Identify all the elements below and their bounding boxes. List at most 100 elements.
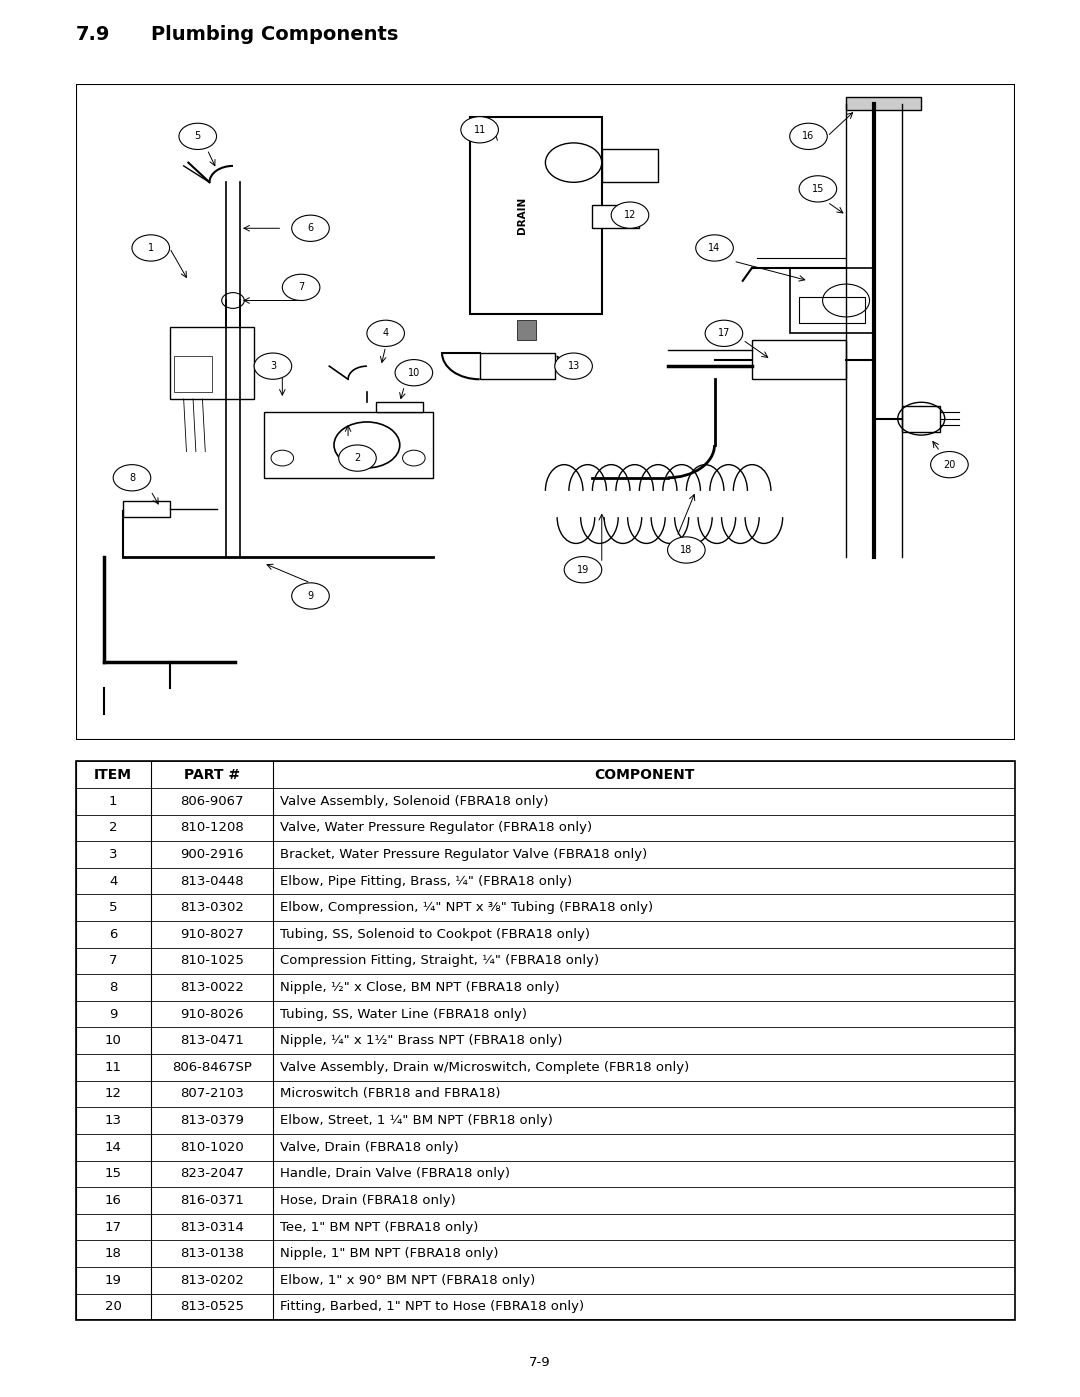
Text: 7: 7: [109, 954, 118, 968]
Text: Hose, Drain (FBRA18 only): Hose, Drain (FBRA18 only): [281, 1194, 456, 1207]
Text: 813-0448: 813-0448: [180, 875, 244, 887]
Text: 4: 4: [382, 328, 389, 338]
Circle shape: [282, 274, 320, 300]
Text: 15: 15: [105, 1168, 122, 1180]
Text: 813-0525: 813-0525: [180, 1301, 244, 1313]
Text: Nipple, ¼" x 1½" Brass NPT (FBRA18 only): Nipple, ¼" x 1½" Brass NPT (FBRA18 only): [281, 1034, 563, 1048]
Bar: [517, 320, 536, 339]
Text: 18: 18: [680, 545, 692, 555]
Text: Elbow, Compression, ¼" NPT x ⅜" Tubing (FBRA18 only): Elbow, Compression, ¼" NPT x ⅜" Tubing (…: [281, 901, 653, 914]
Text: Elbow, Street, 1 ¼" BM NPT (FBR18 only): Elbow, Street, 1 ¼" BM NPT (FBR18 only): [281, 1113, 553, 1127]
Text: 807-2103: 807-2103: [180, 1087, 244, 1101]
Text: ITEM: ITEM: [94, 768, 132, 782]
Text: Nipple, 1" BM NPT (FBRA18 only): Nipple, 1" BM NPT (FBRA18 only): [281, 1248, 499, 1260]
Text: 2: 2: [354, 453, 361, 462]
Text: Tubing, SS, Water Line (FBRA18 only): Tubing, SS, Water Line (FBRA18 only): [281, 1007, 527, 1021]
Text: 1: 1: [109, 795, 118, 807]
Bar: [470, 117, 602, 314]
Text: 813-0202: 813-0202: [180, 1274, 244, 1287]
Text: 806-8467SP: 806-8467SP: [172, 1060, 252, 1074]
Text: Valve, Water Pressure Regulator (FBRA18 only): Valve, Water Pressure Regulator (FBRA18 …: [281, 821, 593, 834]
Text: COMPONENT: COMPONENT: [594, 768, 694, 782]
Text: 10: 10: [105, 1034, 122, 1048]
Text: 910-8027: 910-8027: [180, 928, 244, 940]
Text: 810-1020: 810-1020: [180, 1141, 244, 1154]
Text: 810-1208: 810-1208: [180, 821, 244, 834]
Text: 810-1025: 810-1025: [180, 954, 244, 968]
Text: 11: 11: [473, 124, 486, 134]
Text: 3: 3: [270, 362, 276, 372]
Circle shape: [799, 176, 837, 203]
Text: 8: 8: [129, 472, 135, 483]
Text: 18: 18: [105, 1248, 122, 1260]
Circle shape: [367, 320, 404, 346]
Text: Tee, 1" BM NPT (FBRA18 only): Tee, 1" BM NPT (FBRA18 only): [281, 1221, 478, 1234]
Text: 14: 14: [105, 1141, 122, 1154]
Text: 12: 12: [105, 1087, 122, 1101]
Circle shape: [667, 536, 705, 563]
Text: Fitting, Barbed, 1" NPT to Hose (FBRA18 only): Fitting, Barbed, 1" NPT to Hose (FBRA18 …: [281, 1301, 584, 1313]
Circle shape: [789, 123, 827, 149]
Bar: [752, 339, 846, 380]
Text: 16: 16: [802, 131, 814, 141]
Text: 8: 8: [109, 981, 118, 995]
Text: 13: 13: [567, 362, 580, 372]
Circle shape: [696, 235, 733, 261]
Text: 9: 9: [109, 1007, 118, 1021]
Circle shape: [611, 203, 649, 228]
Text: 813-0471: 813-0471: [180, 1034, 244, 1048]
Text: Microswitch (FBR18 and FBRA18): Microswitch (FBR18 and FBRA18): [281, 1087, 501, 1101]
Text: 15: 15: [812, 184, 824, 194]
Text: Valve, Drain (FBRA18 only): Valve, Drain (FBRA18 only): [281, 1141, 459, 1154]
Bar: [480, 353, 555, 380]
Text: 7.9: 7.9: [76, 25, 110, 45]
Text: 17: 17: [718, 328, 730, 338]
Text: 7: 7: [298, 282, 305, 292]
Bar: [174, 356, 212, 393]
Circle shape: [564, 556, 602, 583]
Text: 910-8026: 910-8026: [180, 1007, 244, 1021]
Circle shape: [461, 117, 499, 142]
Circle shape: [931, 451, 968, 478]
Text: 16: 16: [105, 1194, 122, 1207]
Circle shape: [254, 353, 292, 380]
Text: 816-0371: 816-0371: [180, 1194, 244, 1207]
Text: 2: 2: [109, 821, 118, 834]
Text: 813-0302: 813-0302: [180, 901, 244, 914]
Text: 813-0022: 813-0022: [180, 981, 244, 995]
Text: Elbow, 1" x 90° BM NPT (FBRA18 only): Elbow, 1" x 90° BM NPT (FBRA18 only): [281, 1274, 536, 1287]
Circle shape: [555, 353, 593, 380]
Text: Compression Fitting, Straight, ¼" (FBRA18 only): Compression Fitting, Straight, ¼" (FBRA1…: [281, 954, 599, 968]
Text: PART #: PART #: [184, 768, 240, 782]
Circle shape: [179, 123, 216, 149]
Text: 17: 17: [105, 1221, 122, 1234]
Text: 10: 10: [408, 367, 420, 377]
Text: 813-0314: 813-0314: [180, 1221, 244, 1234]
Bar: [602, 149, 658, 183]
Text: 6: 6: [109, 928, 118, 940]
Text: 7-9: 7-9: [529, 1355, 551, 1369]
Text: 823-2047: 823-2047: [180, 1168, 244, 1180]
Text: 900-2916: 900-2916: [180, 848, 244, 861]
Text: 20: 20: [105, 1301, 122, 1313]
Bar: [846, 96, 921, 110]
Text: 14: 14: [708, 243, 720, 253]
Bar: [903, 405, 940, 432]
Circle shape: [292, 583, 329, 609]
Text: 5: 5: [194, 131, 201, 141]
Text: 813-0138: 813-0138: [180, 1248, 244, 1260]
Bar: [376, 402, 423, 412]
Bar: [592, 205, 639, 228]
Circle shape: [132, 235, 170, 261]
Circle shape: [705, 320, 743, 346]
Bar: [799, 298, 865, 324]
Text: Bracket, Water Pressure Regulator Valve (FBRA18 only): Bracket, Water Pressure Regulator Valve …: [281, 848, 648, 861]
Text: 3: 3: [109, 848, 118, 861]
Text: DRAIN: DRAIN: [517, 197, 527, 233]
Text: Plumbing Components: Plumbing Components: [151, 25, 399, 45]
Text: 9: 9: [308, 591, 313, 601]
Text: Valve Assembly, Solenoid (FBRA18 only): Valve Assembly, Solenoid (FBRA18 only): [281, 795, 549, 807]
Bar: [123, 500, 170, 517]
Text: 13: 13: [105, 1113, 122, 1127]
Text: 11: 11: [105, 1060, 122, 1074]
